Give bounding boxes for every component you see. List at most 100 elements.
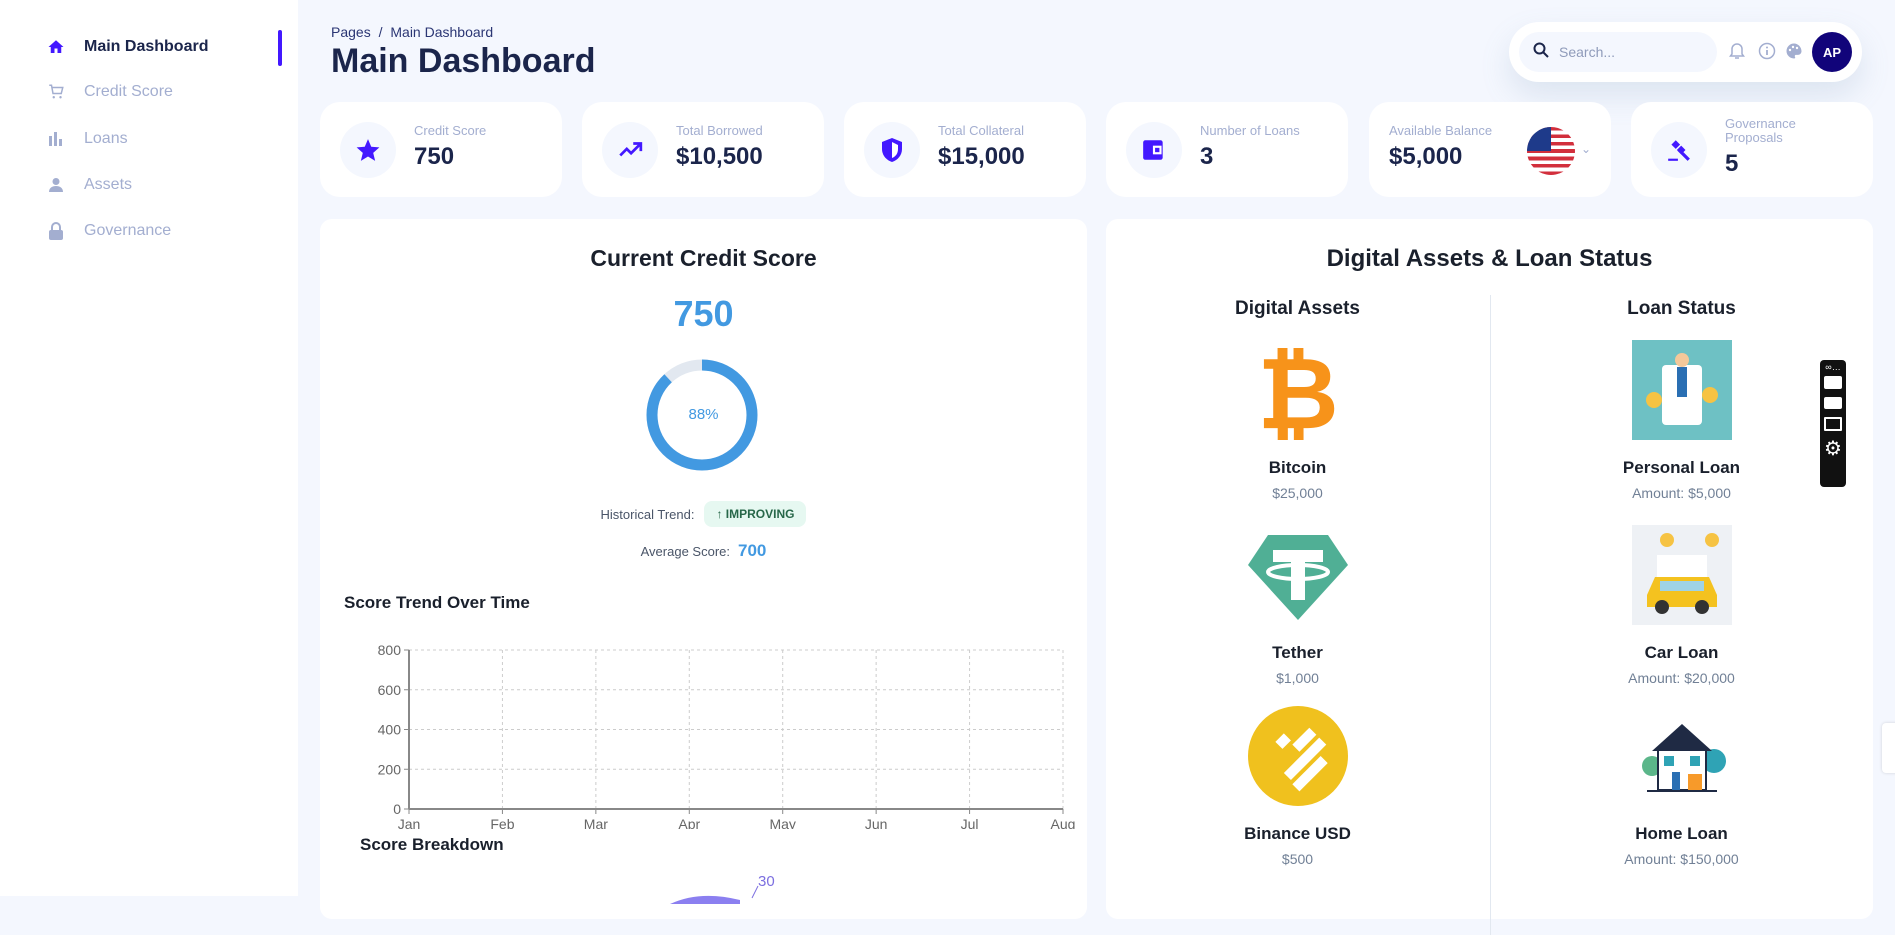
stat-value: 750 (414, 143, 455, 170)
star-icon (340, 122, 396, 178)
loan-name: Home Loan (1635, 824, 1728, 843)
windows-icon[interactable] (1824, 417, 1842, 431)
binance-usd-icon (1247, 706, 1348, 806)
stat-card-total-collateral: Total Collateral $15,000 (844, 102, 1086, 197)
avatar[interactable]: AP (1812, 32, 1852, 72)
column-header: Loan Status (1627, 298, 1736, 319)
x-tick-label: Apr (678, 816, 700, 829)
breakdown-title: Score Breakdown (360, 835, 504, 854)
wallet-icon (1126, 122, 1182, 178)
svg-text:₿: ₿ (1257, 340, 1339, 440)
breadcrumb-separator: / (378, 24, 383, 40)
sidebar-item-label: Governance (84, 222, 172, 239)
sidebar-item-loans[interactable]: Loans (46, 129, 128, 149)
asset-value: $1,000 (1276, 670, 1319, 686)
active-indicator (278, 30, 282, 66)
loan-item-personal[interactable]: Personal Loan Amount: $5,000 (1490, 340, 1873, 501)
shield-icon (864, 122, 920, 178)
loan-amount: Amount: $5,000 (1632, 485, 1731, 501)
stat-card-credit-score: Credit Score 750 (320, 102, 562, 197)
trending-up-icon (602, 122, 658, 178)
x-tick-label: Aug (1051, 816, 1076, 829)
breadcrumb: Pages / Main Dashboard (331, 24, 493, 40)
stat-value: $10,500 (676, 143, 763, 170)
stat-value: 3 (1200, 143, 1214, 170)
stat-label: Total Collateral (938, 123, 1024, 138)
column-divider (1490, 295, 1491, 935)
asset-name: Tether (1272, 643, 1323, 662)
stat-label: Available Balance (1389, 123, 1493, 138)
camera-icon[interactable] (1824, 376, 1842, 389)
panel-title: Digital Assets & Loan Status (1326, 245, 1653, 272)
x-tick-label: Jan (398, 816, 421, 829)
person-icon (46, 175, 66, 195)
link-more-icon[interactable]: ∞… (1825, 362, 1841, 372)
asset-value: $500 (1281, 851, 1314, 867)
credit-score-gauge (646, 359, 758, 471)
credit-score-value: 750 (673, 293, 734, 334)
breakdown-data-label: 30 (758, 873, 775, 890)
sidebar-item-main-dashboard[interactable]: Main Dashboard (46, 37, 208, 57)
video-icon[interactable] (1824, 397, 1842, 409)
breakdown-pie-chart (670, 885, 759, 904)
us-flag-icon[interactable] (1527, 127, 1575, 175)
average-label: Average Score: (640, 544, 730, 559)
y-tick-label: 200 (378, 761, 402, 777)
sidebar-item-label: Main Dashboard (84, 38, 209, 55)
x-tick-label: Jun (865, 816, 888, 829)
stat-label: Credit Score (414, 123, 487, 138)
sidebar-item-governance[interactable]: Governance (46, 221, 171, 241)
sidebar-item-label: Assets (84, 176, 133, 193)
column-header: Digital Assets (1235, 298, 1360, 319)
cart-icon (46, 82, 66, 102)
header-toolbar (1509, 22, 1862, 82)
asset-item-binance-usd[interactable]: Binance USD $500 (1106, 706, 1489, 867)
x-tick-label: Jul (961, 816, 979, 829)
floating-capture-toolbar: ∞… ⚙ (1820, 360, 1846, 487)
stat-value: 5 (1725, 150, 1739, 177)
chevron-down-icon[interactable]: ⌄ (1581, 142, 1592, 156)
search-icon (1533, 42, 1549, 63)
x-tick-label: Feb (490, 816, 514, 829)
car-loan-image (1631, 525, 1732, 625)
x-tick-label: Mar (584, 816, 608, 829)
bell-icon[interactable] (1728, 42, 1748, 62)
average-score: Average Score: 700 (320, 541, 1087, 561)
settings-gear-icon[interactable]: ⚙ (1824, 438, 1842, 460)
stat-card-number-of-loans: Number of Loans 3 (1106, 102, 1348, 197)
breadcrumb-pages[interactable]: Pages (331, 24, 371, 40)
trend-badge: ↑ IMPROVING (704, 501, 807, 527)
stat-card-available-balance: Available Balance $5,000 ⌄ (1369, 102, 1611, 197)
personal-loan-image (1631, 340, 1732, 440)
page-title: Main Dashboard (331, 42, 596, 80)
stat-label: Number of Loans (1200, 123, 1300, 138)
y-tick-label: 600 (378, 682, 402, 698)
loan-item-home[interactable]: Home Loan Amount: $150,000 (1490, 706, 1873, 867)
search-input[interactable] (1559, 44, 1699, 60)
asset-item-tether[interactable]: Tether $1,000 (1106, 525, 1489, 686)
credit-score-panel: Current Credit Score 750 88% Historical … (320, 219, 1087, 919)
side-panel-tab[interactable] (1882, 723, 1895, 773)
stat-card-total-borrowed: Total Borrowed $10,500 (582, 102, 824, 197)
assets-loan-panel: Digital Assets & Loan Status Digital Ass… (1106, 219, 1873, 935)
info-icon[interactable] (1758, 42, 1778, 62)
stat-value: $15,000 (938, 143, 1025, 170)
asset-item-bitcoin[interactable]: ₿ Bitcoin $25,000 (1106, 335, 1489, 501)
sidebar-item-credit-score[interactable]: Credit Score (46, 82, 173, 102)
sidebar-item-assets[interactable]: Assets (46, 175, 132, 195)
stat-label: Total Borrowed (676, 123, 763, 138)
average-value: 700 (738, 541, 767, 560)
y-tick-label: 800 (378, 642, 402, 658)
home-icon (46, 37, 66, 57)
stat-value: $5,000 (1389, 143, 1463, 170)
gauge-percent-label: 88% (688, 406, 719, 423)
chart-title: Score Trend Over Time (344, 593, 530, 612)
lock-icon (46, 221, 66, 241)
gauge-fill (646, 359, 758, 471)
home-loan-image (1632, 706, 1732, 806)
palette-icon[interactable] (1785, 42, 1805, 62)
x-tick-label: May (769, 816, 795, 829)
loan-amount: Amount: $150,000 (1624, 851, 1739, 867)
loan-item-car[interactable]: Car Loan Amount: $20,000 (1490, 525, 1873, 686)
tether-icon (1247, 525, 1348, 625)
